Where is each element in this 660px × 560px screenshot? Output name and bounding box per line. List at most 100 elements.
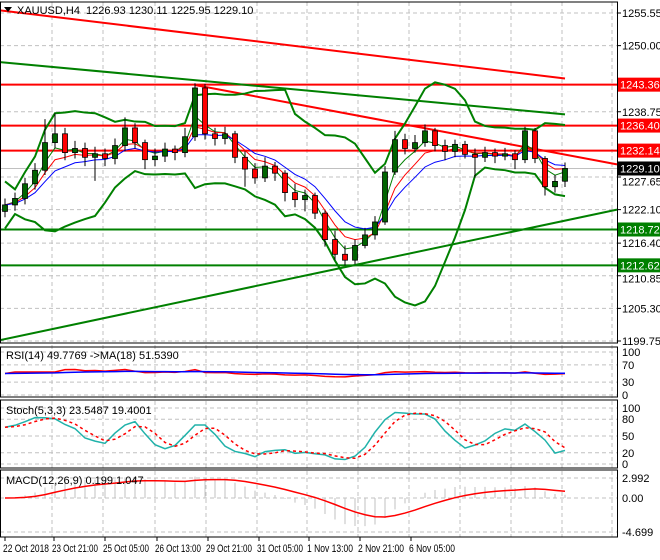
candle-bull [12, 198, 18, 206]
horizontal-levels [0, 83, 617, 267]
candle-bull [302, 195, 308, 201]
time-label: 2 Nov 21:00 [358, 543, 404, 555]
long-moving-average [0, 9, 566, 80]
candle-bear [492, 152, 498, 157]
price-tick-label: 1205.30 [622, 303, 660, 315]
stoch-tick-label: 20 [622, 448, 634, 460]
candle-bull [32, 169, 38, 185]
moving-average-slow [4, 134, 566, 230]
dropdown-arrow-icon[interactable] [4, 7, 12, 12]
candle-bear [102, 153, 108, 159]
candle-bear [312, 195, 318, 214]
candle-bull [52, 133, 58, 144]
macd-tick-label: 2.992 [622, 473, 650, 485]
price-tick-label: 1199.75 [622, 336, 660, 348]
level-price-label: 1243.36 [620, 80, 660, 92]
price-tick-label: 1216.40 [622, 238, 660, 250]
candle-bear [342, 253, 348, 261]
candle-bear [62, 133, 68, 154]
candle-bear [242, 156, 248, 170]
candle-bear [142, 142, 148, 161]
candle-bear [132, 127, 138, 144]
stoch-signal-line [4, 412, 566, 459]
stoch-tick-label: 100 [622, 403, 640, 415]
time-label: 1 Nov 13:00 [307, 543, 353, 555]
candle-bear [432, 130, 438, 146]
stoch-main-line [4, 411, 566, 461]
candle-bull [162, 148, 168, 157]
grid [0, 2, 617, 537]
candle-bull [222, 133, 228, 139]
candle-bear [272, 165, 278, 174]
level-price-label: 1236.40 [620, 121, 660, 133]
panel-frame [0, 399, 618, 469]
time-label: 23 Oct 21:00 [52, 543, 98, 555]
macd-tick-label: -4.699 [622, 527, 653, 539]
level-price-tag [618, 143, 660, 158]
rsi-tick-label: 30 [622, 377, 634, 389]
bollinger-upper [4, 81, 566, 191]
candle-bull [362, 234, 368, 246]
candle-bull [2, 204, 8, 212]
candle-bull [182, 136, 188, 154]
candle-bull [352, 245, 358, 261]
time-label: 22 Oct 2018 [3, 543, 49, 555]
candle-bear [542, 158, 548, 188]
panel-frames [0, 1, 618, 538]
price-tick-label: 1227.65 [622, 176, 660, 188]
macd-label: MACD(12,26,9) 0.199 1.047 [6, 475, 144, 487]
level-price-label: 1218.72 [620, 224, 660, 236]
candle-bear [472, 153, 478, 158]
rsi-label: RSI(14) 49.7769 ->MA(18) 51.5390 [6, 350, 179, 362]
level-price-label: 1232.14 [620, 146, 660, 158]
sub-panels [4, 368, 566, 527]
candle-bull [192, 87, 198, 138]
rsi-tick-label: 0 [622, 390, 628, 402]
candle-bull [122, 127, 128, 146]
symbol-title: XAUUSD,H4 [17, 5, 80, 17]
candle-bull [392, 139, 398, 173]
stoch-tick-label: 50 [622, 431, 634, 443]
candle-bull [382, 171, 388, 223]
current-price-tag [618, 161, 660, 176]
candle-bear [282, 172, 288, 193]
level-price-tag [618, 222, 660, 237]
panel-frame [0, 346, 618, 398]
candle-bear [252, 168, 258, 179]
candle-bull [522, 130, 528, 161]
candle-bear [322, 212, 328, 241]
candle-bull [42, 142, 48, 171]
candle-bear [462, 143, 468, 155]
long-moving-average [0, 61, 566, 116]
candle-bull [562, 168, 568, 182]
level-price-tag [618, 77, 660, 92]
ohlc-readout: 1226.93 1230.11 1225.95 1229.10 [86, 5, 253, 17]
macd-signal-line [4, 478, 566, 518]
current-price-label: 1229.10 [620, 163, 660, 175]
candle-bull [372, 221, 378, 236]
candle-bear [82, 148, 88, 158]
price-tick-label: 1255.55 [622, 8, 660, 20]
time-label: 26 Oct 13:00 [155, 543, 201, 555]
candle-bull [92, 153, 98, 158]
candle-bull [22, 183, 28, 199]
trendline-resistance [194, 84, 618, 166]
candle-bear [332, 239, 338, 255]
candle-bear [442, 145, 448, 152]
macd-tick-label: 0.00 [622, 493, 643, 505]
candle-bull [152, 155, 158, 161]
candle-bull [262, 165, 268, 179]
rsi-tick-label: 100 [622, 347, 640, 359]
stoch-tick-label: 80 [622, 414, 634, 426]
time-label: 29 Oct 21:00 [206, 543, 252, 555]
stoch-label: Stoch(5,3,3) 23.5487 19.4001 [6, 405, 152, 417]
candle-bull [422, 130, 428, 144]
candle-bull [112, 145, 118, 159]
candle-bear [292, 192, 298, 201]
price-axis: 1255.55 1250.00 1238.75 1227.65 1222.10 1216.… [3, 8, 660, 555]
candle-bull [552, 181, 558, 188]
bollinger-lower [4, 166, 566, 307]
candle-bear [172, 148, 178, 154]
